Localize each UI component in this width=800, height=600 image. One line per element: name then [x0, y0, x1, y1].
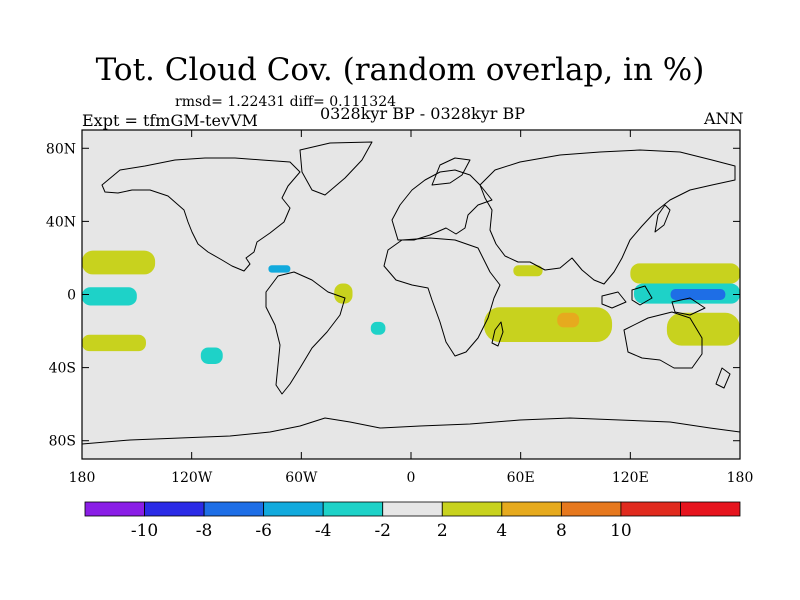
- lat-tick-label: 40S: [49, 361, 76, 377]
- coastline-layer: [82, 141, 740, 445]
- lat-tick-label: 80N: [46, 141, 76, 157]
- lon-tick-label: 60E: [507, 470, 535, 486]
- anomaly-southeast-pacific: [200, 347, 223, 364]
- anomaly-caribbean: [268, 265, 291, 273]
- colorbar-swatch: [382, 501, 443, 517]
- plot-title: Tot. Cloud Cov. (random overlap, in %): [95, 52, 705, 88]
- colorbar-label: -8: [196, 521, 213, 541]
- colorbar-label: -4: [315, 521, 332, 541]
- season-label: ANN: [704, 109, 744, 128]
- colorbar-swatch: [620, 501, 681, 517]
- coastline-asia: [479, 149, 736, 285]
- lon-tick-label: 60W: [285, 470, 318, 486]
- map-panel: 80N 40N 0 40S 80S 180 120W 60W 0 60E 120E 180: [46, 129, 753, 486]
- anomaly-indian-ocean: [484, 307, 613, 343]
- lat-tick-label: 80S: [49, 434, 76, 450]
- colorbar-label: 2: [437, 521, 448, 541]
- colorbar-swatch: [441, 501, 503, 517]
- anomaly-southwest-pacific: [666, 312, 740, 346]
- lon-tick-label: 120W: [171, 470, 213, 486]
- colorbar: -10 -8 -6 -4 -2 2 4 8 10: [84, 501, 741, 541]
- lat-tick-label: 0: [67, 288, 76, 304]
- coastline-scandinavia: [431, 157, 471, 186]
- map-background: [82, 130, 740, 459]
- coastline-antarctica: [82, 417, 740, 445]
- colorbar-label: 8: [556, 521, 567, 541]
- coastline-japan: [654, 204, 671, 233]
- lon-tick-label: 180: [69, 470, 96, 486]
- coastline-south-america: [265, 271, 346, 395]
- anomaly-central-pacific-north: [82, 250, 156, 275]
- colorbar-label: -6: [255, 521, 272, 541]
- experiment-label: Expt = tfmGM-tevVM: [82, 111, 258, 130]
- period-label: 0328kyr BP - 0328kyr BP: [320, 104, 525, 123]
- colorbar-swatch: [263, 501, 324, 517]
- coastline-australia: [623, 311, 703, 369]
- colorbar-label: 10: [610, 521, 632, 541]
- coastline-africa: [383, 237, 501, 357]
- colorbar-label: -2: [374, 521, 391, 541]
- anomaly-west-pacific-core: [670, 289, 726, 300]
- stats-label: rmsd= 1.22431 diff= 0.111324: [175, 94, 397, 110]
- colorbar-swatch: [84, 501, 145, 517]
- lon-tick-label: 120E: [612, 470, 649, 486]
- colorbar-swatch: [501, 501, 562, 517]
- anomaly-south-central-pacific: [82, 334, 146, 352]
- colorbar-label: 4: [496, 521, 507, 541]
- anomaly-west-pacific-north: [630, 263, 740, 284]
- colorbar-swatch: [560, 501, 622, 517]
- coastline-new-zealand: [715, 367, 731, 389]
- lat-tick-label: 40N: [46, 214, 76, 230]
- anomaly-equatorial-east-pacific: [82, 287, 137, 306]
- coastline-maritime-continent: [601, 285, 706, 316]
- anomaly-arabian-sea: [513, 265, 543, 277]
- colorbar-swatch: [322, 501, 384, 517]
- coastline-europe: [391, 169, 493, 241]
- coastline-north-america: [101, 157, 301, 272]
- lon-tick-label: 180: [727, 470, 754, 486]
- colorbar-label: -10: [131, 521, 158, 541]
- anomaly-south-atlantic: [370, 321, 386, 335]
- anomaly-layer: [82, 250, 740, 364]
- coastline-madagascar: [491, 321, 504, 347]
- lon-tick-label: 0: [407, 470, 416, 486]
- coastline-greenland: [299, 141, 373, 196]
- anomaly-indian-ocean-core: [557, 312, 580, 328]
- colorbar-swatch: [680, 501, 741, 517]
- axis-layer: 80N 40N 0 40S 80S 180 120W 60W 0 60E 120E 180: [46, 130, 753, 486]
- anomaly-tropical-atlantic: [334, 283, 353, 304]
- colorbar-swatch: [144, 501, 205, 517]
- colorbar-swatch: [203, 501, 265, 517]
